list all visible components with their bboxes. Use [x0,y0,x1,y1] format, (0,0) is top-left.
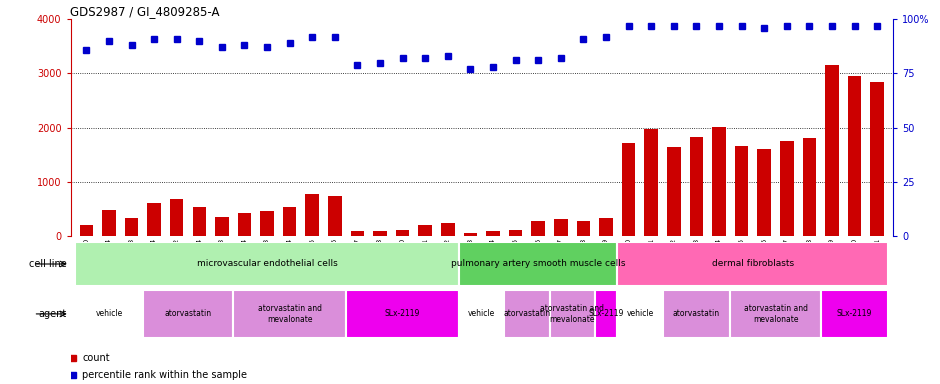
Text: vehicle: vehicle [468,310,495,318]
Bar [80,225,93,236]
Bar [396,230,410,236]
Bar [102,210,116,236]
Bar [373,231,387,236]
Text: SLx-2119: SLx-2119 [837,310,872,318]
Text: pulmonary artery smooth muscle cells: pulmonary artery smooth muscle cells [451,260,625,268]
Bar [505,290,550,338]
Bar [713,127,726,236]
Bar [730,290,821,338]
Bar [463,233,478,236]
Bar [758,149,771,236]
Bar [803,138,816,236]
Bar [125,218,138,236]
Bar [576,221,590,236]
Text: percentile rank within the sample: percentile rank within the sample [83,370,247,380]
Bar [554,219,568,236]
Bar [328,196,341,236]
Bar [346,290,459,338]
Bar [170,199,183,236]
Bar [663,290,730,338]
Text: count: count [83,353,110,363]
Bar [735,146,748,236]
Text: agent: agent [39,309,67,319]
Text: SLx-2119: SLx-2119 [588,310,624,318]
Bar [622,143,635,236]
Bar [870,81,884,236]
Text: atorvastatin and
mevalonate: atorvastatin and mevalonate [540,304,604,324]
Bar [75,242,459,286]
Text: atorvastatin and
mevalonate: atorvastatin and mevalonate [258,304,321,324]
Text: dermal fibroblasts: dermal fibroblasts [712,260,794,268]
Bar [486,231,500,236]
Bar [600,218,613,236]
Bar [215,217,228,236]
Bar [618,242,888,286]
Bar [459,242,618,286]
Text: vehicle: vehicle [626,310,653,318]
Bar [550,290,595,338]
Bar [531,221,545,236]
Text: GDS2987 / GI_4809285-A: GDS2987 / GI_4809285-A [70,5,220,18]
Bar [75,290,143,338]
Bar [459,290,505,338]
Bar [821,290,888,338]
Text: microvascular endothelial cells: microvascular endothelial cells [196,260,337,268]
Bar [193,207,206,236]
Bar [595,290,618,338]
Text: SLx-2119: SLx-2119 [385,310,420,318]
Bar [148,202,161,236]
Bar [441,223,455,236]
Bar [667,147,681,236]
Bar [306,194,319,236]
Bar [283,207,296,236]
Bar [690,137,703,236]
Bar [260,211,274,236]
Bar [418,225,432,236]
Text: atorvastatin and
mevalonate: atorvastatin and mevalonate [744,304,807,324]
Bar [645,129,658,236]
Bar [143,290,233,338]
Text: atorvastatin: atorvastatin [504,310,551,318]
Text: vehicle: vehicle [95,310,122,318]
Text: atorvastatin: atorvastatin [673,310,720,318]
Text: atorvastatin: atorvastatin [164,310,212,318]
Bar [825,65,838,236]
Bar [618,290,663,338]
Bar [780,141,793,236]
Bar [351,231,364,236]
Bar [509,230,523,236]
Bar [848,76,861,236]
Bar [238,213,251,236]
Text: cell line: cell line [28,259,67,269]
Bar [233,290,346,338]
